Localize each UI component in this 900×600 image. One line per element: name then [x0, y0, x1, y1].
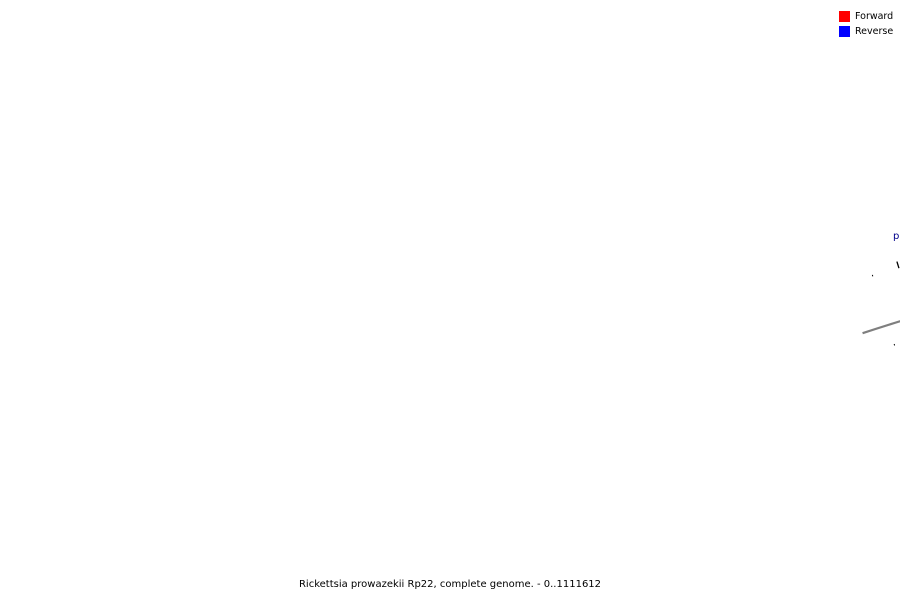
ruler-inner: [893, 343, 896, 346]
gene-label-ppnk: ppnK: [893, 231, 900, 242]
legend-swatch-reverse: [839, 26, 850, 37]
ruler-major-tick: [896, 261, 900, 269]
legend-label-forward: Forward: [855, 11, 894, 22]
genome-backbone: [862, 320, 900, 335]
legend: Forward Reverse: [839, 9, 893, 39]
gene-labels: ppnKrpr22_CDS429recRrpr22_CDS427rpr22_CD…: [893, 231, 900, 242]
legend-item-forward: Forward: [839, 9, 893, 24]
ruler-outer: 510 kbp512 kbp514 kbp516 kbp518 kbp520 k…: [871, 261, 900, 277]
map-caption: Rickettsia prowazekii Rp22, complete gen…: [298, 579, 602, 590]
legend-label-reverse: Reverse: [855, 26, 894, 37]
legend-item-reverse: Reverse: [839, 24, 893, 39]
legend-swatch-forward: [839, 11, 850, 22]
